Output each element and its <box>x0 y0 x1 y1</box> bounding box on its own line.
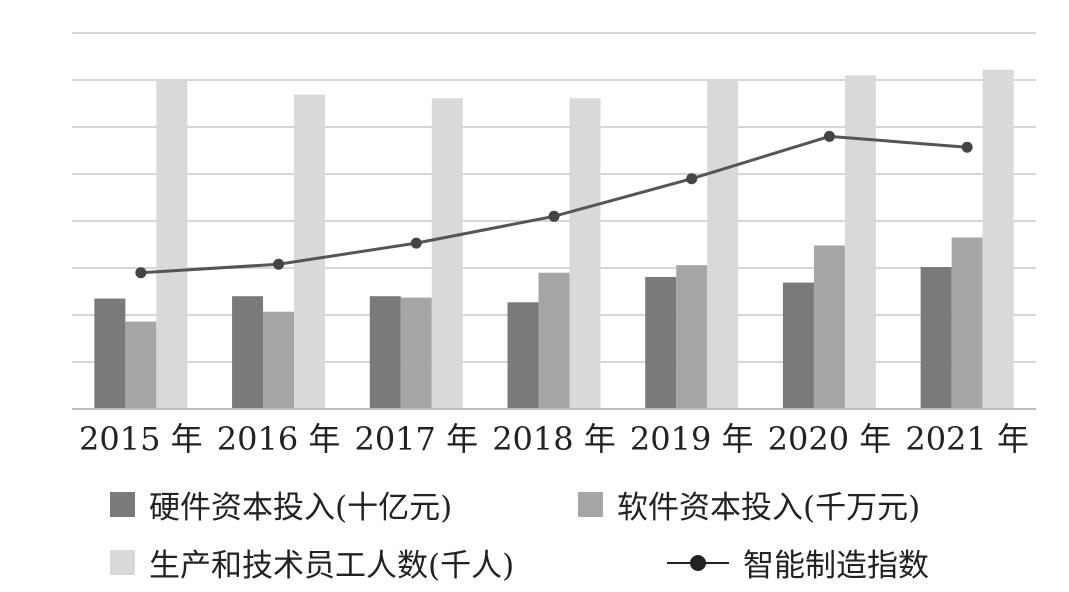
line-point <box>548 210 560 222</box>
bar <box>507 302 539 409</box>
bar <box>844 75 876 410</box>
x-tick-label: 2016 年 <box>217 420 341 458</box>
line-point <box>961 141 973 153</box>
bar <box>125 321 157 409</box>
bar <box>676 265 708 409</box>
bar <box>645 276 677 409</box>
x-tick-labels: 2015 年 2016 年 2017 年 2018 年 2019 年 2020 年 2021… <box>79 420 1029 458</box>
bar <box>813 245 845 409</box>
bar <box>156 80 188 409</box>
bar <box>707 80 739 409</box>
bar <box>538 272 570 409</box>
bar <box>94 298 126 409</box>
x-tick-label: 2021 年 <box>905 420 1029 458</box>
line-point <box>823 130 835 142</box>
bar <box>400 297 432 409</box>
bar <box>782 282 814 409</box>
line-point <box>135 267 147 279</box>
x-tick-label: 2019 年 <box>630 420 754 458</box>
bar <box>369 296 401 409</box>
bars <box>94 69 1014 410</box>
bar <box>982 69 1014 409</box>
bar <box>431 98 463 409</box>
line-point <box>410 237 422 249</box>
line-point <box>273 258 285 270</box>
line-point <box>686 173 698 185</box>
x-tick-label: 2018 年 <box>492 420 616 458</box>
bar <box>263 311 295 409</box>
line-series <box>135 130 973 279</box>
x-tick-label: 2017 年 <box>354 420 478 458</box>
x-tick-label: 2015 年 <box>79 420 203 458</box>
bar <box>232 296 264 409</box>
bar <box>951 237 983 409</box>
bar <box>294 94 326 409</box>
bar <box>920 267 952 409</box>
bar <box>569 98 601 409</box>
x-tick-label: 2020 年 <box>768 420 892 458</box>
